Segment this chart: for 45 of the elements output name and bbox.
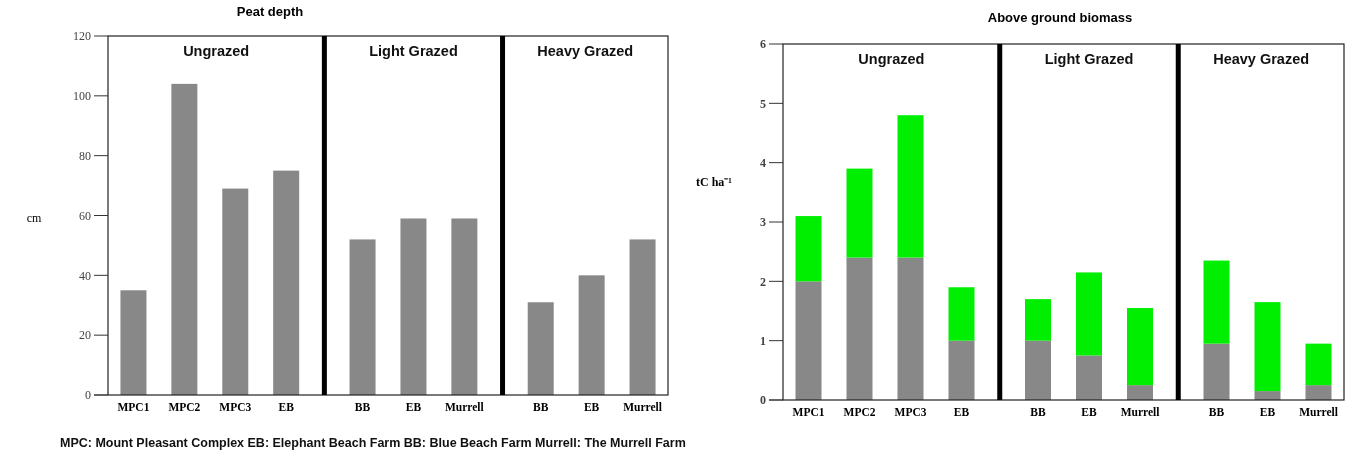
annotation: Light Grazed	[369, 43, 458, 59]
x-tick-label: Murrell	[1120, 406, 1160, 418]
y-tick-label: 0	[85, 388, 91, 403]
x-tick-label: MPC3	[219, 401, 252, 413]
x-tick-label: EB	[405, 401, 422, 413]
x-tick-label: EB	[1259, 406, 1276, 418]
chart-title: Above ground biomass	[987, 10, 1133, 25]
x-tick-label: EB	[953, 406, 970, 418]
y-tick-label: 60	[79, 208, 91, 223]
x-tick-label: BB	[533, 401, 549, 413]
x-tick-label: MPC3	[894, 406, 927, 418]
x-tick-label: Murrell	[623, 401, 662, 413]
annotation: Ungrazed	[183, 43, 250, 59]
y-axis-title: tC ha⁻¹	[696, 175, 733, 189]
annotation: Ungrazed	[858, 51, 925, 67]
x-tick-label: Murrell	[444, 401, 484, 413]
x-tick-label: EB	[278, 401, 295, 413]
chart-title: Peat depth	[236, 4, 304, 19]
y-tick-label: 3	[760, 215, 766, 230]
x-tick-label: BB	[354, 401, 371, 413]
x-tick-label: Murrell	[1299, 406, 1338, 418]
x-tick-label: BB	[1030, 406, 1046, 418]
y-tick-label: 120	[73, 29, 91, 44]
text: MPC: Mount Pleasant Complex EB: Elephant Beach Farm BB: Blue Beach Farm Murrell: The Murrell Farm	[60, 436, 686, 450]
annotation: Heavy Grazed	[1213, 51, 1310, 67]
annotation: Light Grazed	[1044, 51, 1134, 67]
x-tick-label: MPC2	[168, 401, 201, 413]
x-tick-label: MPC1	[792, 406, 825, 418]
y-axis-title: cm	[26, 211, 42, 225]
annotation: Heavy Grazed	[537, 43, 634, 59]
y-tick-label: 100	[73, 89, 91, 104]
y-tick-label: 4	[760, 155, 766, 170]
y-tick-label: 6	[760, 37, 766, 52]
y-tick-label: 2	[760, 274, 766, 289]
x-tick-label: EB	[583, 401, 600, 413]
x-tick-label: BB	[1208, 406, 1225, 418]
y-tick-label: 20	[79, 328, 91, 343]
y-tick-label: 80	[79, 148, 91, 163]
y-tick-label: 0	[760, 393, 766, 408]
y-tick-label: 40	[79, 268, 91, 283]
x-tick-label: EB	[1081, 406, 1097, 418]
x-tick-label: MPC2	[843, 406, 876, 418]
y-tick-label: 5	[760, 96, 766, 111]
y-tick-label: 1	[760, 333, 766, 348]
x-tick-label: MPC1	[117, 401, 150, 413]
